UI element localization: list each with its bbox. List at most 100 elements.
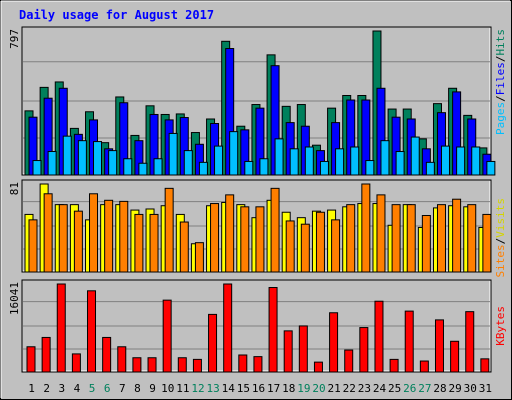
bar-pages-day-17 — [274, 138, 284, 176]
bar-sites-day-17 — [270, 187, 280, 273]
bar-sites-day-26 — [406, 204, 416, 273]
bar-sites-day-9 — [149, 213, 159, 273]
bar-sites-day-13 — [210, 203, 220, 273]
bar-sites-day-20 — [315, 211, 325, 273]
bar-kbytes-day-1 — [26, 346, 36, 373]
bar-pages-day-12 — [198, 161, 208, 176]
panel-hits-files-pages: 797 — [8, 26, 496, 176]
bar-pages-day-6 — [108, 150, 118, 176]
x-tick-label-day-28: 28 — [433, 382, 446, 395]
bar-sites-day-12 — [194, 242, 204, 273]
panel-max-label: 797 — [8, 29, 21, 49]
bar-kbytes-day-26 — [404, 310, 414, 373]
bar-kbytes-day-13 — [208, 313, 218, 373]
bar-kbytes-day-27 — [419, 360, 429, 373]
side-legend-hits: Hits — [494, 29, 507, 56]
side-legend-separator: / — [494, 238, 507, 245]
x-tick-label-day-11: 11 — [176, 382, 189, 395]
x-tick-label-day-3: 3 — [59, 382, 66, 395]
x-tick-label-day-2: 2 — [43, 382, 50, 395]
bar-sites-day-1 — [28, 219, 38, 273]
bar-sites-day-4 — [73, 210, 83, 273]
x-tick-label-day-12: 12 — [191, 382, 204, 395]
bar-kbytes-day-28 — [434, 319, 444, 373]
x-tick-label-day-13: 13 — [206, 382, 219, 395]
bar-kbytes-day-17 — [268, 287, 278, 373]
bar-kbytes-day-19 — [298, 325, 308, 373]
x-tick-label-day-10: 10 — [161, 382, 174, 395]
bar-sites-day-10 — [164, 187, 174, 273]
x-tick-label-day-20: 20 — [312, 382, 325, 395]
bar-kbytes-day-15 — [238, 354, 248, 373]
bar-pages-day-9 — [153, 158, 163, 176]
x-tick-label-day-31: 31 — [479, 382, 492, 395]
x-tick-label-day-22: 22 — [343, 382, 356, 395]
bar-kbytes-day-6 — [102, 336, 112, 373]
bar-pages-day-23 — [365, 160, 375, 176]
x-tick-label-day-30: 30 — [464, 382, 477, 395]
bar-sites-day-25 — [391, 204, 401, 273]
side-legend-kbytes: KBytes — [494, 306, 507, 346]
side-legend-visits: Visits — [494, 198, 507, 238]
bar-pages-day-1 — [32, 160, 42, 176]
bar-kbytes-day-11 — [177, 357, 187, 373]
side-legend-visits-sites: Sites/Visits — [494, 198, 507, 278]
bar-kbytes-day-23 — [359, 327, 369, 373]
x-tick-label-day-18: 18 — [282, 382, 295, 395]
bar-kbytes-day-25 — [389, 358, 399, 373]
side-legend-sites: Sites — [494, 244, 507, 277]
side-legend-kbytes: KBytes — [494, 306, 507, 346]
chart-panels: 797 81 16041 — [8, 26, 496, 373]
bar-sites-day-7 — [119, 200, 129, 273]
bar-pages-day-10 — [168, 132, 178, 176]
bar-pages-day-22 — [350, 146, 360, 176]
bar-kbytes-day-12 — [192, 358, 202, 373]
bar-kbytes-day-5 — [87, 290, 97, 373]
bar-sites-day-6 — [104, 199, 114, 273]
x-tick-label-day-5: 5 — [89, 382, 96, 395]
bar-sites-day-16 — [255, 206, 265, 273]
bar-sites-day-19 — [300, 223, 310, 273]
x-tick-label-day-23: 23 — [358, 382, 371, 395]
x-tick-label-day-21: 21 — [328, 382, 341, 395]
bar-pages-day-28 — [440, 145, 450, 176]
bar-pages-day-26 — [410, 136, 420, 176]
bar-kbytes-day-24 — [374, 300, 384, 373]
bar-sites-day-23 — [361, 183, 371, 273]
bar-pages-day-8 — [138, 162, 148, 176]
x-tick-label-day-6: 6 — [104, 382, 111, 395]
bar-pages-day-29 — [456, 146, 466, 176]
x-tick-label-day-24: 24 — [373, 382, 387, 395]
x-tick-label-day-19: 19 — [297, 382, 310, 395]
bar-sites-day-27 — [421, 215, 431, 273]
bar-kbytes-day-20 — [313, 361, 323, 373]
bar-kbytes-day-4 — [71, 353, 81, 373]
bar-pages-day-27 — [425, 161, 435, 176]
bar-pages-day-3 — [62, 135, 72, 176]
bar-sites-day-21 — [331, 219, 341, 273]
bar-kbytes-day-3 — [56, 283, 66, 373]
x-tick-label-day-29: 29 — [449, 382, 462, 395]
bar-sites-day-22 — [346, 204, 356, 273]
chart-title: Daily usage for August 2017 — [19, 8, 214, 22]
bar-pages-day-14 — [229, 131, 239, 176]
x-tick-label-day-26: 26 — [403, 382, 416, 395]
bar-kbytes-day-14 — [223, 283, 233, 373]
panel-kbytes: 16041 — [8, 279, 492, 373]
bar-pages-day-16 — [259, 158, 269, 176]
bar-kbytes-day-30 — [465, 311, 475, 373]
bar-pages-day-31 — [486, 160, 496, 176]
bar-sites-day-8 — [134, 213, 144, 273]
bar-sites-day-31 — [482, 213, 492, 273]
bar-kbytes-day-21 — [329, 312, 339, 373]
side-legend-pages: Pages — [494, 102, 507, 135]
x-tick-label-day-27: 27 — [418, 382, 431, 395]
bar-pages-day-21 — [335, 148, 345, 176]
x-tick-label-day-9: 9 — [149, 382, 156, 395]
bar-sites-day-29 — [452, 198, 462, 273]
bar-pages-day-15 — [244, 160, 254, 176]
x-tick-label-day-16: 16 — [252, 382, 265, 395]
bar-sites-day-28 — [436, 204, 446, 273]
